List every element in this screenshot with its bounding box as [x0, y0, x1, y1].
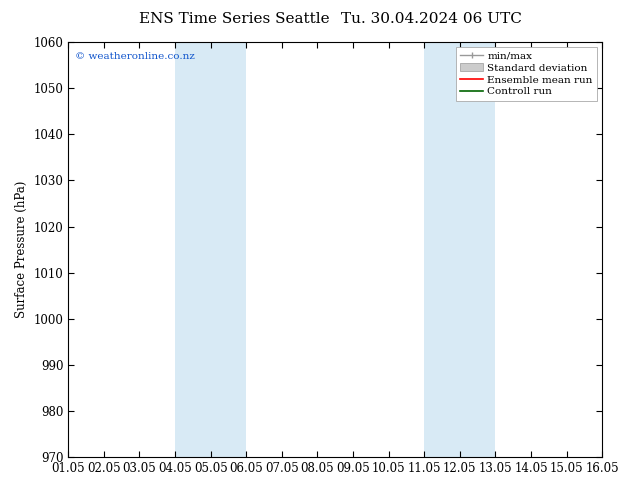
Y-axis label: Surface Pressure (hPa): Surface Pressure (hPa): [15, 181, 28, 318]
Text: Tu. 30.04.2024 06 UTC: Tu. 30.04.2024 06 UTC: [340, 12, 522, 26]
Text: ENS Time Series Seattle: ENS Time Series Seattle: [139, 12, 330, 26]
Bar: [424, 42, 495, 457]
Bar: [175, 42, 246, 457]
Text: © weatheronline.co.nz: © weatheronline.co.nz: [75, 52, 195, 61]
Legend: min/max, Standard deviation, Ensemble mean run, Controll run: min/max, Standard deviation, Ensemble me…: [456, 47, 597, 100]
